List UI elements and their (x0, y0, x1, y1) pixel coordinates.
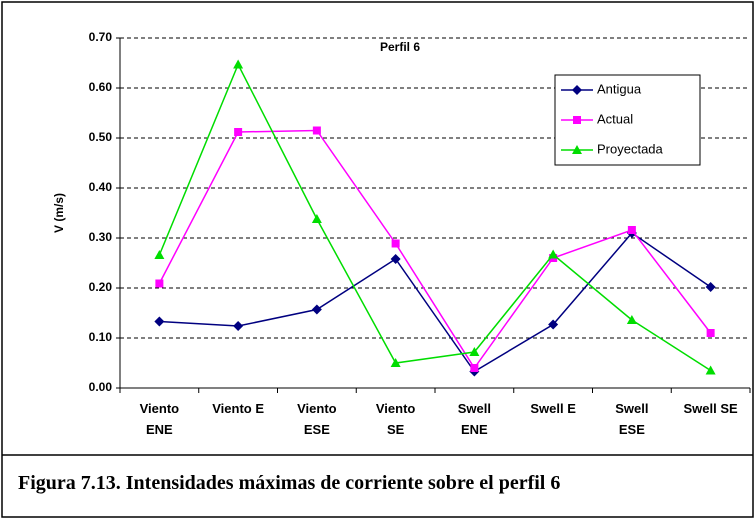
y-tick-label: 0.50 (89, 130, 113, 144)
x-tick-label: Swell E (530, 401, 576, 416)
marker (391, 239, 400, 248)
legend-label: Proyectada (597, 141, 664, 156)
y-axis-label: V (m/s) (52, 193, 66, 233)
y-tick-label: 0.10 (89, 330, 113, 344)
marker (390, 254, 401, 264)
series-line (158, 129, 712, 370)
legend-label: Antigua (597, 81, 642, 96)
marker (705, 282, 716, 292)
x-tick-label: Viento SE (375, 401, 416, 437)
x-tick-label: Swell ESE (615, 401, 649, 437)
y-tick-label: 0.20 (89, 280, 113, 294)
marker (626, 315, 637, 324)
y-tick-label: 0.60 (89, 80, 113, 94)
marker (469, 347, 480, 356)
chart-title: Perfil 6 (380, 40, 420, 54)
series-line (159, 232, 712, 373)
marker (573, 116, 581, 124)
marker (311, 214, 322, 223)
x-tick-label: Swell ENE (457, 401, 491, 437)
marker (548, 319, 559, 330)
marker (234, 128, 243, 136)
y-tick-label: 0.00 (89, 380, 113, 394)
marker (233, 321, 244, 331)
y-tick-label: 0.30 (89, 230, 113, 244)
x-tick-label: Viento ENE (139, 401, 180, 437)
marker (155, 279, 164, 288)
marker (470, 364, 479, 372)
marker (705, 365, 716, 375)
caption: Figura 7.13. Intensidades máximas de cor… (18, 472, 561, 494)
marker (311, 304, 322, 315)
marker (154, 316, 165, 327)
marker (572, 85, 582, 95)
y-tick-label: 0.40 (89, 180, 113, 194)
marker (572, 145, 582, 154)
legend-label: Actual (597, 111, 633, 126)
x-tick-label: Swell SE (683, 401, 738, 416)
marker (312, 126, 321, 135)
x-tick-label: Viento ESE (297, 401, 337, 437)
series-line (158, 62, 712, 372)
marker (233, 59, 244, 69)
y-tick-label: 0.70 (89, 30, 113, 44)
marker (154, 250, 165, 259)
marker (627, 226, 636, 234)
marker (390, 358, 401, 367)
marker (548, 249, 559, 259)
x-tick-label: Viento E (212, 401, 265, 416)
marker (706, 329, 715, 337)
